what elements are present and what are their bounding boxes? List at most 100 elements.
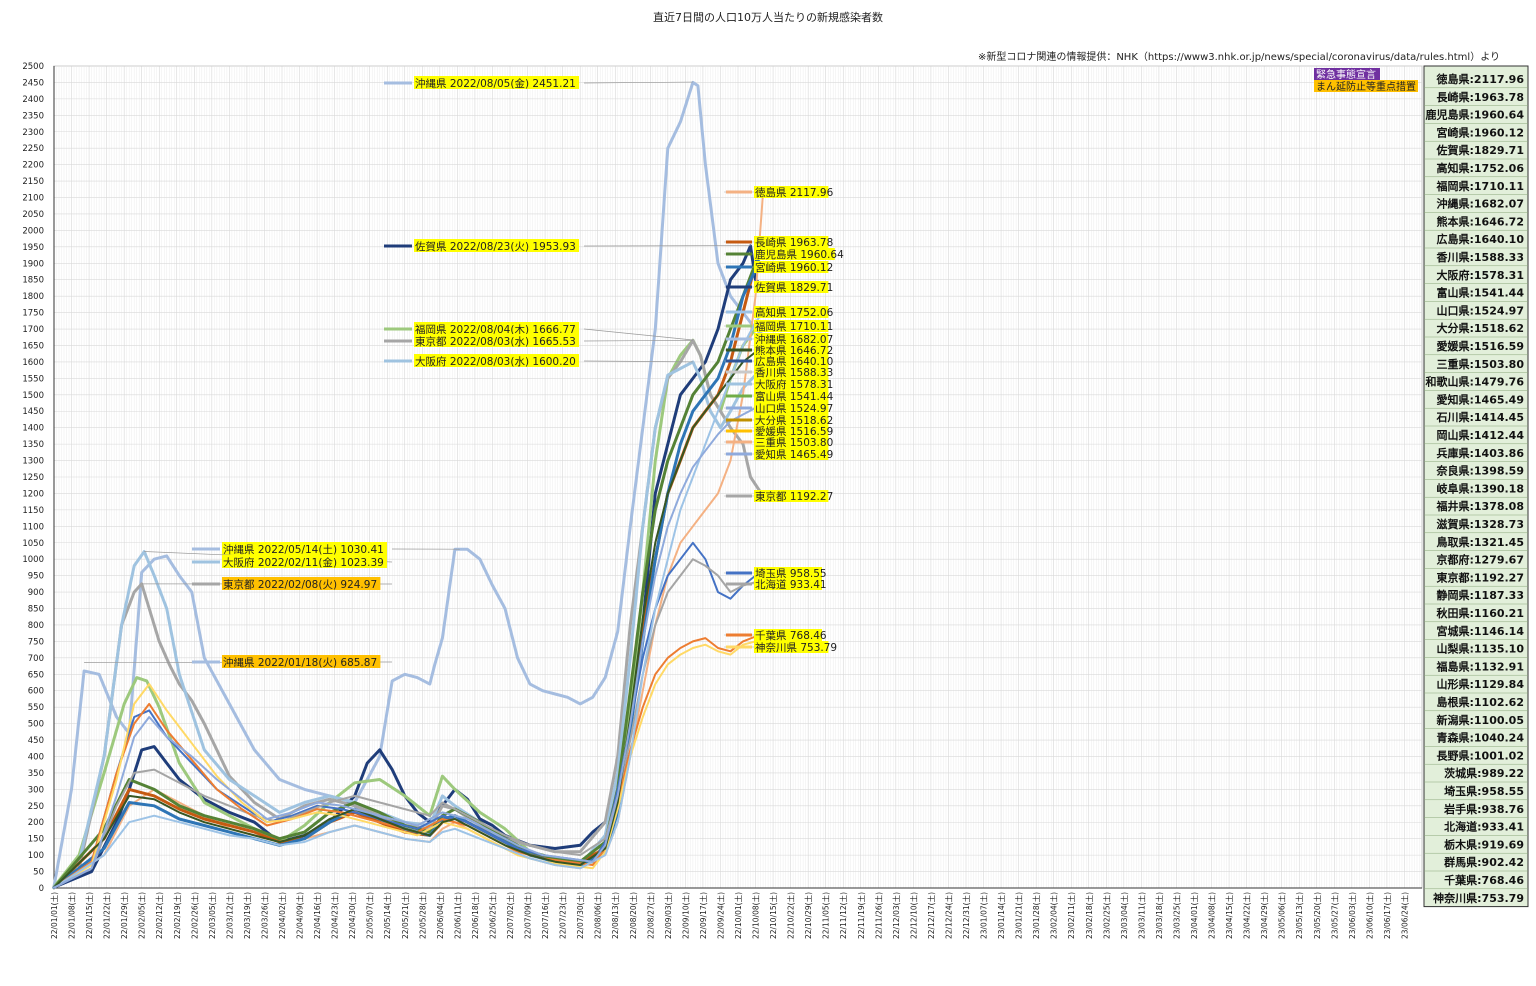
end-label: 福岡県 1710.11	[755, 320, 833, 333]
x-tick-label: 23/04/08(土)	[1207, 892, 1217, 939]
ranking-item: 宮城県:1146.14	[1436, 624, 1524, 638]
ranking-item: 愛知県:1465.49	[1436, 392, 1524, 406]
ranking-item: 秋田県:1160.21	[1436, 606, 1524, 620]
source-note: ※新型コロナ関連の情報提供：NHK（https://www3.nhk.or.jp…	[978, 50, 1500, 63]
y-tick-label: 600	[28, 687, 44, 697]
x-tick-label: 22/06/18(土)	[470, 892, 480, 939]
series-line	[52, 242, 765, 890]
end-label: 神奈川県 753.79	[755, 641, 837, 654]
ranking-item: 佐賀県:1829.71	[1435, 143, 1524, 157]
x-tick-label: 22/10/15(土)	[768, 892, 778, 939]
x-tick-label: 22/04/09(土)	[295, 892, 305, 939]
end-label-box	[754, 436, 829, 448]
x-tick-label: 22/03/05(土)	[207, 892, 217, 939]
end-label: 愛知県 1465.49	[755, 448, 833, 461]
y-tick-label: 1900	[22, 259, 44, 269]
y-tick-label: 1400	[22, 424, 44, 434]
x-tick-label: 22/04/16(土)	[312, 892, 322, 939]
ranking-item: 千葉県:768.46	[1444, 873, 1524, 887]
end-label: 広島県 1640.10	[755, 355, 833, 368]
end-label-box	[754, 641, 829, 653]
y-tick-label: 2300	[22, 128, 44, 138]
ranking-item: 京都府:1279.67	[1436, 553, 1524, 567]
x-tick-label: 22/05/14(土)	[382, 892, 392, 939]
ranking-item: 島根県:1102.62	[1436, 695, 1524, 709]
y-tick-label: 700	[28, 654, 44, 664]
ranking-item: 青森県:1040.24	[1436, 731, 1524, 745]
y-tick-label: 1700	[22, 325, 44, 335]
end-label: 徳島県 2117.96	[755, 186, 834, 199]
series-line	[53, 405, 765, 889]
end-label-box	[754, 448, 829, 460]
x-tick-label: 23/06/10(土)	[1364, 892, 1374, 939]
ranking-item: 和歌山県:1479.76	[1425, 375, 1524, 389]
legend-emergency-swatch	[1314, 68, 1380, 80]
annotation-label: 佐賀県 2022/08/23(火) 1953.93	[415, 240, 576, 253]
x-tick-label: 22/09/24(土)	[715, 892, 725, 939]
ranking-item: 富山県:1541.44	[1436, 286, 1524, 300]
y-tick-label: 250	[28, 802, 44, 812]
y-tick-label: 1000	[22, 555, 44, 565]
legend-semi-swatch	[1314, 80, 1418, 92]
y-tick-label: 400	[28, 752, 44, 762]
ranking-item: 山口県:1524.97	[1436, 303, 1524, 317]
y-tick-label: 1600	[22, 358, 44, 368]
end-label-box	[754, 186, 829, 198]
y-tick-label: 2450	[22, 78, 44, 88]
series-line	[53, 310, 765, 889]
x-tick-label: 22/05/07(土)	[365, 892, 375, 939]
x-tick-label: 22/07/30(土)	[575, 892, 585, 939]
x-tick-label: 22/10/08(土)	[751, 892, 761, 939]
x-tick-label: 23/01/21(土)	[1014, 892, 1024, 939]
x-tick-label: 22/06/04(土)	[435, 892, 445, 939]
y-tick-label: 1300	[22, 457, 44, 467]
x-tick-label: 23/01/07(土)	[979, 892, 989, 939]
end-label-box	[754, 281, 829, 293]
y-tick-label: 1850	[22, 276, 44, 286]
end-label-box	[754, 366, 829, 378]
y-tick-label: 2100	[22, 194, 44, 204]
series-layer	[52, 80, 765, 890]
annotation-label: 沖縄県 2022/01/18(火) 685.87	[223, 656, 377, 669]
x-tick-label: 22/05/21(土)	[400, 892, 410, 939]
ranking-item: 広島県:1640.10	[1436, 232, 1524, 246]
x-tick-label: 22/01/15(土)	[84, 892, 94, 939]
annotation-box	[414, 334, 579, 347]
ranking-item: 三重県:1503.80	[1436, 357, 1524, 371]
x-tick-label: 23/05/13(土)	[1294, 892, 1304, 939]
annotation-label: 東京都 2022/02/08(火) 924.97	[223, 578, 377, 591]
y-tick-label: 2500	[22, 62, 44, 72]
series-line	[53, 541, 765, 889]
x-tick-label: 23/05/20(土)	[1312, 892, 1322, 939]
y-tick-label: 2400	[22, 95, 44, 105]
ranking-item: 大阪府:1578.31	[1436, 268, 1524, 282]
end-label: 富山県 1541.44	[755, 390, 834, 403]
x-tick-label: 22/08/13(土)	[610, 892, 620, 939]
y-tick-label: 150	[28, 835, 44, 845]
x-tick-label: 23/04/15(土)	[1224, 892, 1234, 939]
end-label: 三重県 1503.80	[755, 436, 833, 449]
y-tick-label: 1150	[22, 506, 44, 516]
x-tick-label: 22/12/24(土)	[943, 892, 953, 939]
x-tick-label: 22/01/22(土)	[102, 892, 112, 939]
ranking-item: 愛媛県:1516.59	[1436, 339, 1524, 353]
ranking-item: 山形県:1129.84	[1436, 677, 1524, 691]
x-tick-label: 22/10/22(土)	[786, 892, 796, 939]
y-tick-label: 0	[39, 884, 44, 894]
end-label-box	[754, 402, 829, 414]
x-tick-label: 22/02/19(土)	[172, 892, 182, 939]
end-label-box	[754, 248, 835, 260]
end-label: 愛媛県 1516.59	[755, 425, 833, 438]
x-tick-label: 22/09/03(土)	[663, 892, 673, 939]
y-tick-label: 1050	[22, 539, 44, 549]
end-label: 熊本県 1646.72	[755, 344, 833, 357]
x-tick-label: 23/06/03(土)	[1347, 892, 1357, 939]
y-tick-label: 1650	[22, 341, 44, 351]
y-tick-label: 2000	[22, 226, 44, 236]
x-tick-label: 22/09/10(土)	[680, 892, 690, 939]
ranking-item: 長野県:1001.02	[1436, 749, 1524, 762]
ranking-item: 香川県:1588.33	[1435, 250, 1524, 264]
annotation-box	[414, 76, 579, 89]
x-tick-label: 22/02/05(土)	[137, 892, 147, 939]
series-line	[52, 80, 765, 888]
